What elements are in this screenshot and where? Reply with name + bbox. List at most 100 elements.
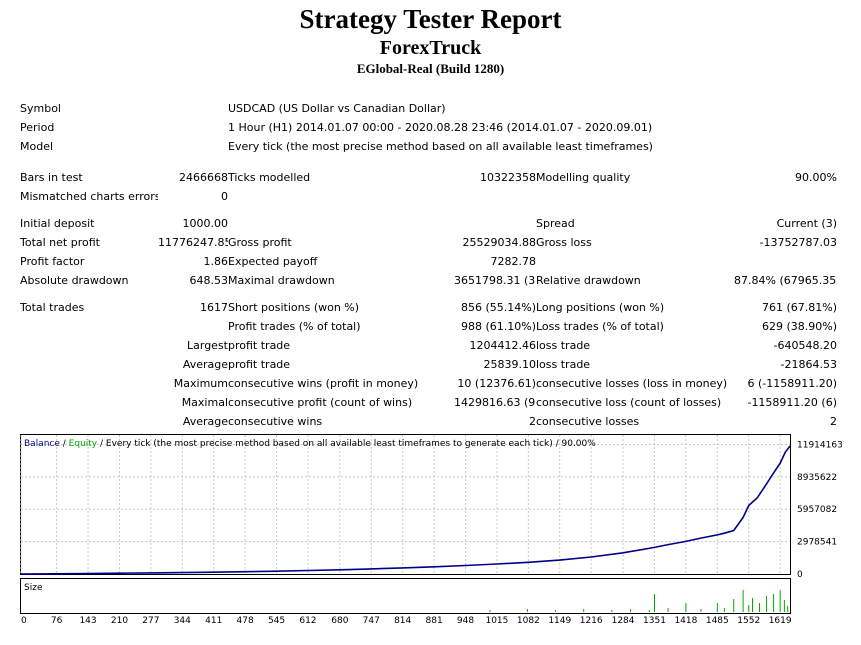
absolute-drawdown-value: 648.53: [189, 274, 229, 287]
x-tick-label: 76: [51, 616, 63, 626]
total-trades-label: Total trades: [20, 301, 85, 314]
largest-profit-value: 1204412.46: [469, 339, 536, 352]
net-profit-label: Total net profit: [20, 236, 100, 249]
spread-value: Current (3): [776, 217, 837, 230]
symbol-row: Symbol USDCAD (US Dollar vs Canadian Dol…: [20, 99, 837, 118]
relative-drawdown-value: 87.84% (67965.35): [734, 274, 837, 287]
gross-loss-label: Gross loss: [536, 236, 592, 249]
legend-balance: Balance: [24, 439, 60, 449]
average-row: Average profit trade 25839.10 loss trade…: [20, 355, 837, 374]
x-tick-label: 545: [268, 616, 285, 626]
largest-loss-value: -640548.20: [773, 339, 837, 352]
deposit-value: 1000.00: [182, 217, 229, 230]
size-label: Size: [24, 583, 43, 593]
average-consecutive-wins-label: consecutive wins: [228, 415, 323, 428]
symbol-value: USDCAD (US Dollar vs Canadian Dollar): [228, 102, 446, 115]
expected-payoff-value: 7282.78: [490, 255, 537, 268]
net-profit-value: 11776247.85: [158, 236, 228, 249]
largest-row: Largest profit trade 1204412.46 loss tra…: [20, 336, 837, 355]
x-tick-label: 1351: [643, 616, 666, 626]
report-table: Symbol USDCAD (US Dollar vs Canadian Dol…: [20, 99, 837, 431]
x-tick-label: 1284: [612, 616, 635, 626]
maximal-drawdown-label: Maximal drawdown: [228, 274, 335, 287]
long-positions-label: Long positions (won %): [536, 301, 665, 314]
period-row: Period 1 Hour (H1) 2014.01.07 00:00 - 20…: [20, 118, 837, 137]
average-profit-value: 25839.10: [483, 358, 537, 371]
expert-advisor-name: ForexTruck: [379, 37, 482, 59]
average-loss-value: -21864.53: [780, 358, 837, 371]
x-tick-label: 0: [21, 616, 27, 626]
average-consecutive-prefix: Average: [182, 415, 228, 428]
average-loss-label: loss trade: [536, 358, 591, 371]
x-tick-label: 881: [426, 616, 443, 626]
period-value: 1 Hour (H1) 2014.01.07 00:00 - 2020.08.2…: [228, 121, 653, 134]
loss-trades-value: 629 (38.90%): [761, 320, 837, 333]
x-tick-label: 1619: [769, 616, 792, 626]
server-build: EGlobal-Real (Build 1280): [356, 61, 505, 76]
drawdown-row: Absolute drawdown 648.53 Maximal drawdow…: [20, 271, 837, 290]
y-axis-labels: 11914163 8935622 5957082 2978541 0: [797, 440, 843, 580]
gross-profit-label: Gross profit: [228, 236, 292, 249]
profit-factor-label: Profit factor: [20, 255, 85, 268]
x-tick-label: 344: [174, 616, 191, 626]
spread-label: Spread: [536, 217, 575, 230]
deposit-row: Initial deposit 1000.00 Spread Current (…: [20, 214, 837, 233]
y-tick-label: 2978541: [797, 538, 837, 548]
average-consecutive-losses-value: 2: [830, 415, 837, 428]
balance-chart-svg: Balance / Equity / Every tick (the most …: [20, 434, 843, 626]
profit-factor-value: 1.86: [203, 255, 229, 268]
largest-loss-label: loss trade: [536, 339, 591, 352]
total-trades-row: Total trades 1617 Short positions (won %…: [20, 298, 837, 317]
absolute-drawdown-label: Absolute drawdown: [20, 274, 129, 287]
relative-drawdown-label: Relative drawdown: [536, 274, 641, 287]
average-profit-label: profit trade: [228, 358, 291, 371]
legend-description: / Every tick (the most precise method ba…: [97, 439, 596, 449]
maximal-consecutive-profit-value: 1429816.63 (9): [454, 396, 536, 409]
max-consecutive-losses-label: consecutive losses (loss in money): [536, 377, 728, 390]
model-value: Every tick (the most precise method base…: [228, 140, 653, 153]
size-bars: [489, 590, 789, 612]
mismatch-label: Mismatched charts errors: [20, 190, 158, 203]
profit-loss-trades-row: Profit trades (% of total) 988 (61.10%) …: [20, 317, 837, 336]
long-positions-value: 761 (67.81%): [761, 301, 837, 314]
x-tick-label: 1216: [580, 616, 603, 626]
x-tick-label: 680: [331, 616, 348, 626]
gross-loss-value: -13752787.03: [759, 236, 837, 249]
x-tick-label: 143: [79, 616, 96, 626]
main-plot-frame: [20, 434, 791, 575]
average-consecutive-row: Average consecutive wins 2 consecutive l…: [20, 412, 837, 431]
ticks-label: Ticks modelled: [228, 171, 311, 184]
x-tick-label: 1552: [737, 616, 760, 626]
y-tick-label: 8935622: [797, 473, 837, 483]
model-row: Model Every tick (the most precise metho…: [20, 137, 837, 156]
bars-row: Bars in test 2466668 Ticks modelled 1032…: [20, 168, 837, 187]
x-tick-label: 478: [237, 616, 254, 626]
expected-payoff-label: Expected payoff: [228, 255, 318, 268]
max-consecutive-losses-value: 6 (-1158911.20): [747, 377, 837, 390]
max-consecutive-wins-value: 10 (12376.61): [457, 377, 536, 390]
x-tick-label: 1485: [706, 616, 729, 626]
x-tick-label: 814: [394, 616, 411, 626]
balance-chart: Balance / Equity / Every tick (the most …: [20, 434, 843, 630]
symbol-label: Symbol: [20, 102, 61, 115]
x-tick-label: 277: [142, 616, 159, 626]
bars-label: Bars in test: [20, 171, 83, 184]
x-axis-labels: 0 76 143 210 277 344 411 478 545 612 680 747 814 881 9…: [21, 616, 792, 626]
maximal-row: Maximal consecutive profit (count of win…: [20, 393, 837, 412]
legend-sep: /: [60, 439, 69, 449]
x-tick-label: 1015: [485, 616, 508, 626]
profit-factor-row: Profit factor 1.86 Expected payoff 7282.…: [20, 252, 837, 271]
x-tick-label: 1149: [548, 616, 571, 626]
x-tick-label: 411: [205, 616, 222, 626]
x-tick-label: 1418: [674, 616, 697, 626]
size-plot-frame: [20, 578, 791, 614]
average-consecutive-losses-label: consecutive losses: [536, 415, 640, 428]
maximal-consecutive-loss-label: consecutive loss (count of losses): [536, 396, 722, 409]
average-consecutive-wins-value: 2: [529, 415, 536, 428]
short-positions-label: Short positions (won %): [228, 301, 360, 314]
x-tick-label: 948: [457, 616, 474, 626]
ticks-value: 10322358: [480, 171, 536, 184]
largest-prefix: Largest: [187, 339, 228, 352]
x-tick-label: 747: [363, 616, 380, 626]
maximal-prefix: Maximal: [181, 396, 228, 409]
